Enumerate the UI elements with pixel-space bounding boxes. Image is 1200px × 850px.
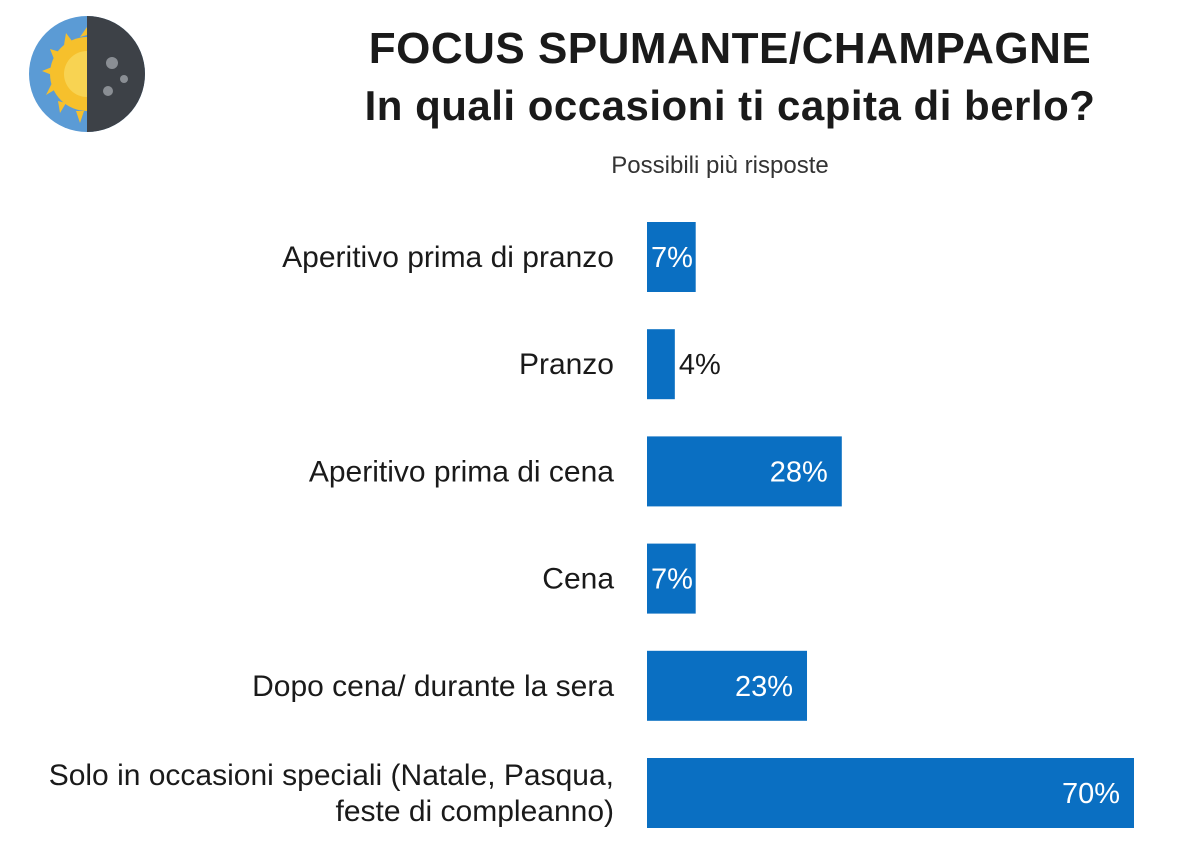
- bar: [647, 758, 1134, 828]
- category-label: Aperitivo prima di pranzo: [282, 241, 614, 274]
- category-label: Dopo cena/ durante la sera: [252, 670, 614, 703]
- category-label: Solo in occasioni speciali (Natale, Pasq…: [49, 759, 614, 828]
- chart-subtitle: Possibili più risposte: [611, 152, 829, 179]
- bar: [647, 650, 808, 721]
- category-label: Aperitivo prima di cena: [309, 455, 614, 488]
- category-label: Pranzo: [519, 348, 614, 381]
- chart-title: FOCUS SPUMANTE/CHAMPAGNE: [368, 24, 1092, 73]
- value-label: 70%: [1062, 778, 1120, 810]
- bar: [647, 222, 696, 292]
- bar: [647, 329, 675, 400]
- bar: [647, 543, 696, 614]
- bar: [647, 436, 842, 507]
- category-label-line: Aperitivo prima di cena: [309, 455, 614, 488]
- category-label-line: Aperitivo prima di pranzo: [282, 241, 614, 274]
- category-label-line: Dopo cena/ durante la sera: [252, 670, 614, 703]
- value-label: 7%: [651, 242, 693, 274]
- category-label: Cena: [542, 563, 614, 596]
- category-label-line: Cena: [542, 563, 614, 596]
- category-label-line: Pranzo: [519, 348, 614, 381]
- value-label: 4%: [679, 349, 721, 381]
- value-label: 7%: [651, 564, 693, 596]
- category-label-line: Solo in occasioni speciali (Natale, Pasq…: [49, 759, 614, 792]
- chart-question: In quali occasioni ti capita di berlo?: [364, 82, 1096, 129]
- category-label-line: feste di compleanno): [336, 795, 615, 828]
- value-label: 28%: [770, 456, 828, 488]
- value-label: 23%: [735, 671, 793, 703]
- sun-moon-icon: [29, 16, 145, 132]
